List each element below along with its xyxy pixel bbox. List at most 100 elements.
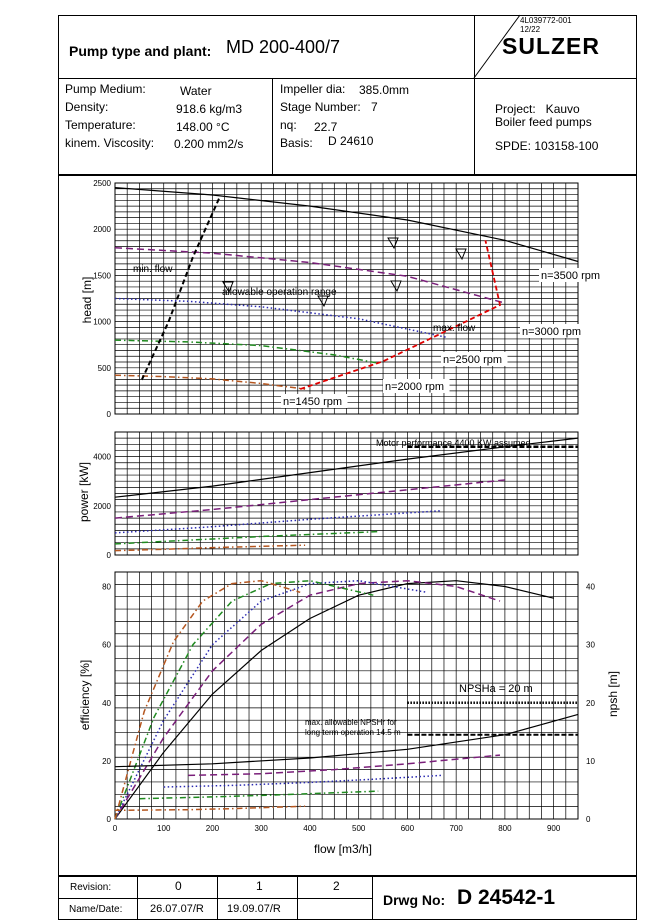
sulzer-logo: SULZER xyxy=(502,33,600,59)
spec-temperature-label: Temperature: xyxy=(65,118,136,132)
rpm3500-label: n=3500 rpm xyxy=(541,270,600,282)
npsh-series-2500-line xyxy=(163,774,442,788)
rpm1450-label: n=1450 rpm xyxy=(283,396,342,408)
specs-divider xyxy=(272,78,273,175)
eff-y-tick-label: 60 xyxy=(102,641,111,650)
npsh-series-1450-line xyxy=(114,805,306,812)
head-y-tick-label: 500 xyxy=(98,364,112,373)
drwg-label: Drwg No: xyxy=(383,892,446,908)
power-y-tick-label: 2000 xyxy=(93,502,111,511)
power-series-2500-line xyxy=(114,509,442,534)
spec-medium-value: Water xyxy=(180,84,212,98)
flow-x-tick-label: 700 xyxy=(449,824,463,833)
eff-plot-border xyxy=(114,571,579,820)
head-y-tick-label: 1500 xyxy=(93,271,111,280)
spec-impeller-label: Impeller dia: xyxy=(280,82,346,96)
date-1: 19.09.07/R xyxy=(227,903,281,915)
eff-series-2000-line xyxy=(114,579,374,820)
flow-x-tick-label: 300 xyxy=(255,824,269,833)
flow-x-tick-label: 900 xyxy=(547,824,561,833)
efficiency-extras: NPSHa = 20 m max. allowable NPSHr forlong… xyxy=(113,583,596,833)
max-flow-limit-line xyxy=(299,240,502,390)
eff-y-tick-label: 0 xyxy=(107,815,112,824)
flow-axis-label: flow [m3/h] xyxy=(314,842,373,856)
footer-vline-2 xyxy=(217,876,218,920)
power-y-tick-label: 0 xyxy=(107,551,112,560)
motor-performance-label: Motor performance 4400 KW assumed xyxy=(376,438,531,448)
spec-basis-value: D 24610 xyxy=(328,134,374,148)
npshr-label-line2: long term operation 14.5 m xyxy=(305,728,401,737)
namedate-label: Name/Date: xyxy=(69,904,123,915)
spec-impeller-value: 385.0mm xyxy=(359,83,410,97)
head-limits: n=3500 rpm n=3000 rpm n=2500 rpm n=2000 rpm… xyxy=(133,196,606,408)
flow-x-tick-label: 400 xyxy=(303,824,317,833)
head-y-tick-label: 2000 xyxy=(93,225,111,234)
revision-0: 0 xyxy=(175,879,182,893)
doc-number: 4L039772-001 xyxy=(520,16,572,25)
eff-y-tick-label: 80 xyxy=(102,583,111,592)
min-flow-limit-line xyxy=(140,196,221,381)
rpm2500-label: n=2500 rpm xyxy=(443,354,502,366)
head-series-3500-line xyxy=(114,187,579,263)
eff-series-2500-line xyxy=(114,579,428,820)
footer-vline-1 xyxy=(137,876,138,920)
project-line1: Project: Kauvo xyxy=(495,102,580,116)
doc-rev: 12/22 xyxy=(520,25,541,34)
spec-nq-label: nq: xyxy=(280,118,297,132)
date-0: 26.07.07/R xyxy=(150,903,204,915)
min-flow-label: min. flow xyxy=(133,264,173,275)
eff-plot: 0 20 40 60 80 xyxy=(102,571,579,824)
spec-stage-value: 7 xyxy=(371,100,378,114)
eff-grid xyxy=(114,571,579,820)
head-arrow-marker xyxy=(317,295,329,308)
flow-x-tick-label: 0 xyxy=(113,824,118,833)
power-y-tick-label: 4000 xyxy=(93,453,111,462)
efficiency-axis-label: efficiency [%] xyxy=(78,659,92,731)
spec-medium-label: Pump Medium: xyxy=(65,82,146,96)
power-plot-border xyxy=(114,431,579,556)
npsha-label: NPSHa = 20 m xyxy=(459,683,533,695)
head-plot: 0 500 1000 1500 2000 2500 xyxy=(93,179,579,419)
flow-x-tick-label: 600 xyxy=(401,824,415,833)
npsh-axis-label: npsh [m] xyxy=(606,670,620,718)
head-arrow-marker xyxy=(222,281,234,294)
head-y-tick-label: 1000 xyxy=(93,318,111,327)
head-arrow-marker xyxy=(455,248,467,261)
power-grid xyxy=(114,431,579,556)
rpm3000-label: n=3000 rpm xyxy=(522,326,581,338)
revision-2: 2 xyxy=(333,879,340,893)
spec-stage-label: Stage Number: xyxy=(280,100,361,114)
pump-type-label: Pump type and plant: xyxy=(69,43,212,59)
revision-label: Revision: xyxy=(70,882,112,893)
npsh-series-3000-line xyxy=(188,754,501,777)
project-divider xyxy=(474,78,475,175)
npshr-label-line1: max. allowable NPSHr for xyxy=(305,718,397,727)
rpm3500-label-bg xyxy=(539,268,606,282)
power-extras: Motor performance 4400 KW assumed xyxy=(376,438,578,449)
rpm2000-label: n=2000 rpm xyxy=(385,381,444,393)
footer-hline xyxy=(58,898,372,899)
rpm2000-label-bg xyxy=(383,379,450,393)
head-grid xyxy=(114,182,579,415)
project-line2: Boiler feed pumps xyxy=(495,115,592,129)
power-series-1450-line xyxy=(114,544,306,552)
spec-nq-value: 22.7 xyxy=(314,120,338,134)
spec-viscosity-label: kinem. Viscosity: xyxy=(65,136,155,150)
eff-series-3000-line xyxy=(114,579,501,820)
spec-viscosity-value: 0.200 mm2/s xyxy=(174,137,244,151)
rpm3000-label-bg xyxy=(520,324,587,338)
spec-density-value: 918.6 kg/m3 xyxy=(176,102,243,116)
footer-vline-4 xyxy=(372,876,373,920)
power-plot: 0 2000 4000 xyxy=(93,431,579,560)
head-arrow-marker xyxy=(390,280,402,293)
chart-frame xyxy=(58,175,637,876)
head-arrow-marker xyxy=(387,237,399,250)
operation-range-label: allowable operation range xyxy=(222,287,337,298)
npsh-series-2000-line xyxy=(139,790,379,800)
project-spde: SPDE: 103158-100 xyxy=(495,139,599,153)
footer-vline-3 xyxy=(297,876,298,920)
npsh-y-tick-label: 0 xyxy=(586,815,591,824)
eff-series-1450-line xyxy=(114,579,301,820)
eff-series-3500-line xyxy=(114,580,554,820)
eff-y-tick-label: 40 xyxy=(102,699,111,708)
